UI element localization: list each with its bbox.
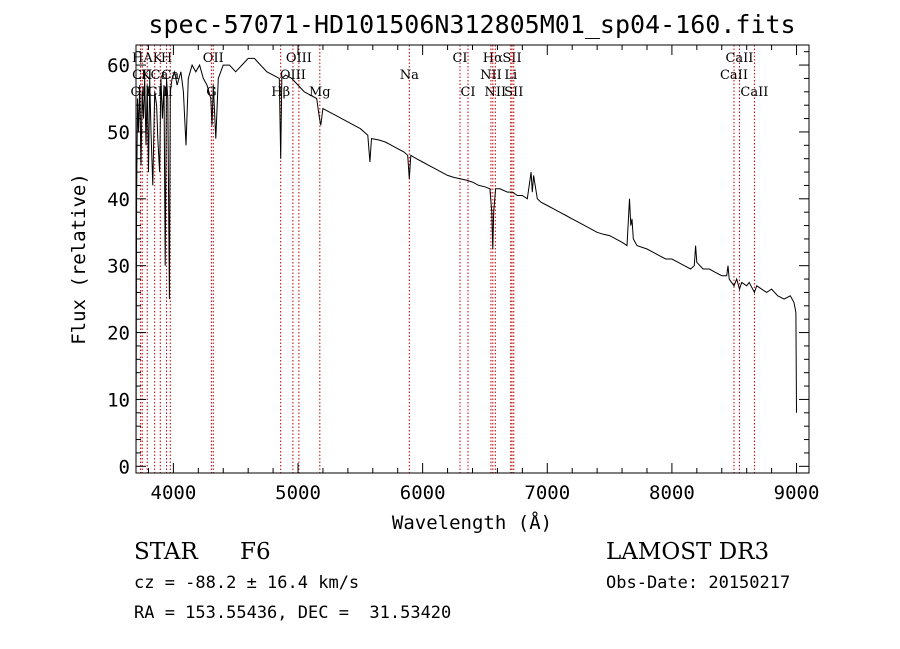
line-marker-label: CII [132,68,152,83]
x-tick-label: 8000 [649,482,695,504]
line-marker-label: Hβ [271,85,290,100]
object-subclass: F6 [240,539,271,565]
x-tick-label: 7000 [524,482,570,504]
x-tick-label: 6000 [400,482,446,504]
line-marker-label: CaII [725,51,753,66]
y-tick-label: 30 [107,256,130,278]
line-marker-label: OIII [286,51,312,66]
survey-name: LAMOST DR3 [606,539,770,565]
line-marker-label: KCa [141,68,168,83]
y-tick-label: 0 [119,456,130,478]
line-marker-label: HAK [132,51,163,66]
line-marker-label: CI [460,85,475,100]
observation-date: Obs-Date: 20150217 [606,573,791,593]
y-tick-label: 20 [107,323,130,345]
object-class: STAR [134,539,198,565]
line-marker-label: Hα [483,51,503,66]
coordinates: RA = 153.55436, DEC = 31.53420 [134,603,452,623]
x-tick-label: 5000 [275,482,321,504]
line-marker-label: OII [203,51,224,66]
line-marker-label: CaII [720,68,748,83]
y-tick-label: 50 [107,122,130,144]
y-axis-label: Flux (relative) [68,173,90,345]
line-marker-label: SII [502,51,521,66]
chart-title: spec-57071-HD101506N312805M01_sp04-160.f… [148,10,795,39]
x-tick-label: 9000 [774,482,820,504]
line-marker-label: CaII [740,85,768,100]
line-marker-label: G [206,85,216,100]
axis-ticks: 4000 5000 6000 7000 8000 9000 0 10 20 30 40 50 60 [107,45,819,504]
spectrum-series-line [135,57,797,467]
x-axis-label: Wavelength (Å) [392,511,552,534]
y-tick-label: 10 [107,389,130,411]
line-marker-label: OIII [280,68,306,83]
radial-velocity: cz = -88.2 ± 16.4 km/s [134,573,360,593]
line-marker-label: CI [452,51,467,66]
line-marker-label: NII [480,68,502,83]
line-marker-label: SII [504,85,523,100]
line-marker-label: H [161,51,172,66]
y-tick-label: 40 [107,189,130,211]
x-tick-label: 4000 [151,482,197,504]
y-tick-label: 60 [107,55,130,77]
line-marker-label: Na [400,68,419,83]
line-marker-label: Li [504,68,517,83]
line-marker-label: Mg [309,85,331,100]
line-marker-label: NII [484,85,506,100]
plot-frame [135,44,810,474]
